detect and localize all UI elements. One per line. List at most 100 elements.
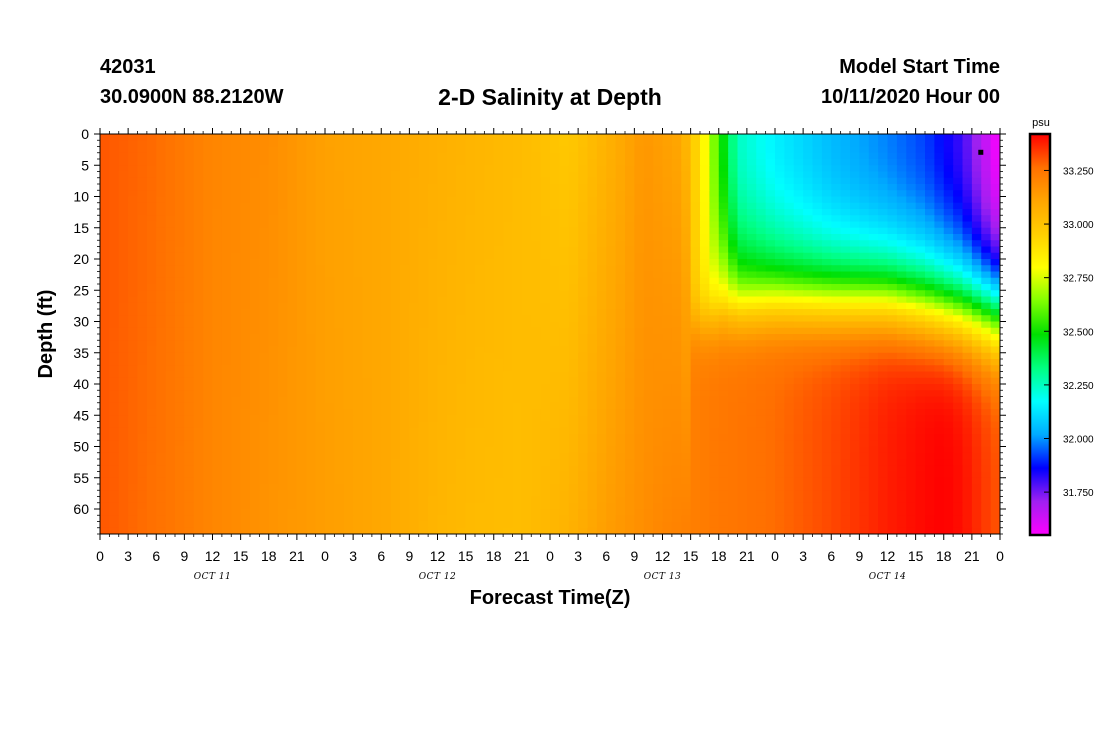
heatmap-cell xyxy=(625,177,635,185)
heatmap-cell xyxy=(371,202,382,210)
heatmap-cell xyxy=(643,371,654,379)
heatmap-cell xyxy=(343,334,354,341)
heatmap-cell xyxy=(803,252,814,260)
heatmap-cell xyxy=(793,390,804,398)
heatmap-cell xyxy=(100,440,110,448)
heatmap-cell xyxy=(765,234,776,241)
heatmap-cell xyxy=(428,365,439,373)
heatmap-cell xyxy=(606,290,617,298)
heatmap-cell xyxy=(259,384,270,391)
heatmap-cell xyxy=(868,252,879,260)
heatmap-cell xyxy=(484,234,495,241)
heatmap-cell xyxy=(775,234,785,241)
heatmap-cell xyxy=(550,271,560,279)
heatmap-cell xyxy=(465,234,476,241)
heatmap-cell xyxy=(578,309,589,316)
heatmap-cell xyxy=(212,202,223,210)
heatmap-cell xyxy=(831,277,842,285)
heatmap-cell xyxy=(887,171,898,179)
heatmap-cell xyxy=(943,227,954,235)
heatmap-cell xyxy=(315,252,326,260)
heatmap-cell xyxy=(643,152,654,160)
heatmap-cell xyxy=(287,221,298,229)
heatmap-cell xyxy=(109,427,120,435)
heatmap-cell xyxy=(493,246,504,254)
heatmap-cell xyxy=(203,327,214,335)
heatmap-cell xyxy=(671,340,682,348)
heatmap-cell xyxy=(137,384,148,391)
heatmap-cell xyxy=(400,190,410,198)
heatmap-cell xyxy=(146,309,157,316)
heatmap-cell xyxy=(606,227,617,235)
heatmap-cell xyxy=(343,259,354,266)
heatmap-cell xyxy=(718,396,729,404)
heatmap-cell xyxy=(568,346,579,354)
heatmap-cell xyxy=(278,377,289,385)
heatmap-cell xyxy=(850,265,860,273)
heatmap-cell xyxy=(934,152,945,160)
heatmap-cell xyxy=(718,140,729,148)
heatmap-cell xyxy=(784,321,795,329)
heatmap-cell xyxy=(681,152,692,160)
heatmap-cell xyxy=(962,321,973,329)
heatmap-cell xyxy=(540,446,551,454)
heatmap-cell xyxy=(821,452,832,460)
heatmap-cell xyxy=(981,434,992,441)
heatmap-cell xyxy=(700,440,710,448)
heatmap-cell xyxy=(175,440,185,448)
heatmap-cell xyxy=(784,359,795,366)
heatmap-cell xyxy=(362,434,373,441)
heatmap-cell xyxy=(953,402,964,410)
heatmap-cell xyxy=(493,440,504,448)
heatmap-cell xyxy=(109,202,120,210)
heatmap-cell xyxy=(971,271,982,279)
heatmap-cell xyxy=(221,184,232,191)
heatmap-cell xyxy=(418,371,429,379)
heatmap-cell xyxy=(409,184,420,191)
heatmap-cell xyxy=(896,352,907,360)
heatmap-cell xyxy=(259,290,270,298)
heatmap-cell xyxy=(850,396,860,404)
heatmap-cell xyxy=(746,309,757,316)
heatmap-cell xyxy=(203,402,214,410)
heatmap-cell xyxy=(296,140,307,148)
heatmap-cell xyxy=(746,390,757,398)
heatmap-cell xyxy=(287,390,298,398)
heatmap-cell xyxy=(859,234,870,241)
heatmap-cell xyxy=(221,271,232,279)
heatmap-cell xyxy=(887,352,898,360)
heatmap-cell xyxy=(362,415,373,423)
heatmap-cell xyxy=(634,402,645,410)
heatmap-cell xyxy=(700,334,710,341)
heatmap-cell xyxy=(850,177,860,185)
heatmap-cell xyxy=(362,302,373,310)
heatmap-cell xyxy=(212,371,223,379)
heatmap-cell xyxy=(746,246,757,254)
heatmap-cell xyxy=(559,359,570,366)
heatmap-cell xyxy=(390,309,401,316)
heatmap-cell xyxy=(859,371,870,379)
heatmap-cell xyxy=(100,184,110,191)
heatmap-cell xyxy=(765,177,776,185)
heatmap-cell xyxy=(943,421,954,429)
heatmap-cell xyxy=(306,359,317,366)
heatmap-cell xyxy=(137,321,148,329)
heatmap-cell xyxy=(596,265,607,273)
heatmap-cell xyxy=(362,427,373,435)
heatmap-cell xyxy=(531,146,542,154)
heatmap-cell xyxy=(390,196,401,204)
heatmap-cell xyxy=(643,334,654,341)
heatmap-cell xyxy=(100,146,110,154)
heatmap-cell xyxy=(409,315,420,323)
heatmap-cell xyxy=(287,259,298,266)
heatmap-cell xyxy=(484,446,495,454)
heatmap-cell xyxy=(700,290,710,298)
heatmap-cell xyxy=(606,152,617,160)
heatmap-cell xyxy=(559,159,570,166)
heatmap-cell xyxy=(156,452,167,460)
heatmap-cell xyxy=(203,202,214,210)
heatmap-cell xyxy=(296,321,307,329)
heatmap-cell xyxy=(662,340,673,348)
heatmap-cell xyxy=(887,265,898,273)
heatmap-cell xyxy=(709,152,720,160)
